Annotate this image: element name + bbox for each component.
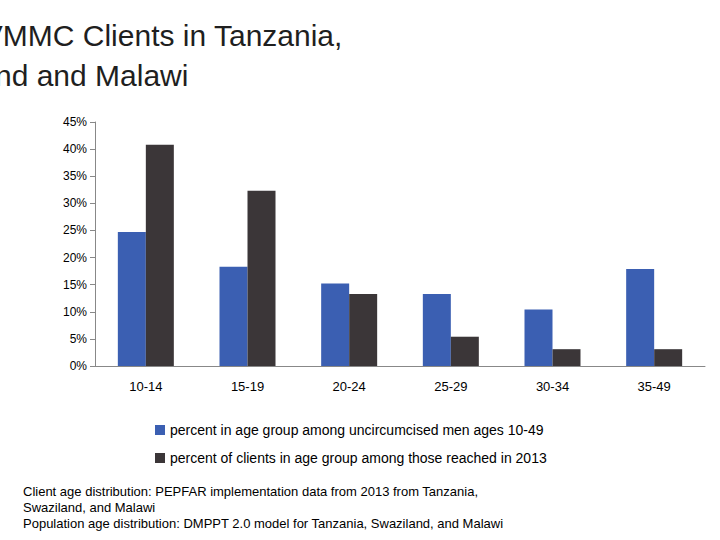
svg-text:20%: 20%	[63, 251, 87, 265]
svg-text:30%: 30%	[63, 196, 87, 210]
svg-text:5%: 5%	[70, 332, 88, 346]
svg-text:10%: 10%	[63, 305, 87, 319]
svg-text:25%: 25%	[63, 223, 87, 237]
svg-text:10-14: 10-14	[129, 379, 162, 394]
svg-text:45%: 45%	[63, 115, 87, 129]
svg-text:Age Distribution of VMMC Clien: Age Distribution of VMMC Clients in Tanz…	[0, 19, 351, 52]
svg-text:40%: 40%	[63, 142, 87, 156]
svg-text:15-19: 15-19	[231, 379, 264, 394]
svg-text:Population age distribution: D: Population age distribution: DMPPT 2.0 m…	[23, 516, 503, 531]
svg-text:20-24: 20-24	[333, 379, 366, 394]
svg-text:0%: 0%	[70, 359, 88, 373]
svg-text:25-29: 25-29	[434, 379, 467, 394]
svg-text:15%: 15%	[63, 278, 87, 292]
svg-text:percent of clients in age grou: percent of clients in age group among th…	[170, 450, 547, 466]
svg-text:35%: 35%	[63, 169, 87, 183]
svg-text:Swaziland, and Malawi: Swaziland, and Malawi	[23, 500, 155, 515]
svg-text:Swaziland and Malawi: Swaziland and Malawi	[0, 59, 188, 92]
svg-text:Client age distribution: PEPFA: Client age distribution: PEPFAR implemen…	[23, 484, 482, 499]
svg-text:35-49: 35-49	[638, 379, 671, 394]
svg-text:30-34: 30-34	[536, 379, 569, 394]
svg-text:percent in age group among unc: percent in age group among uncircumcised…	[170, 422, 544, 438]
